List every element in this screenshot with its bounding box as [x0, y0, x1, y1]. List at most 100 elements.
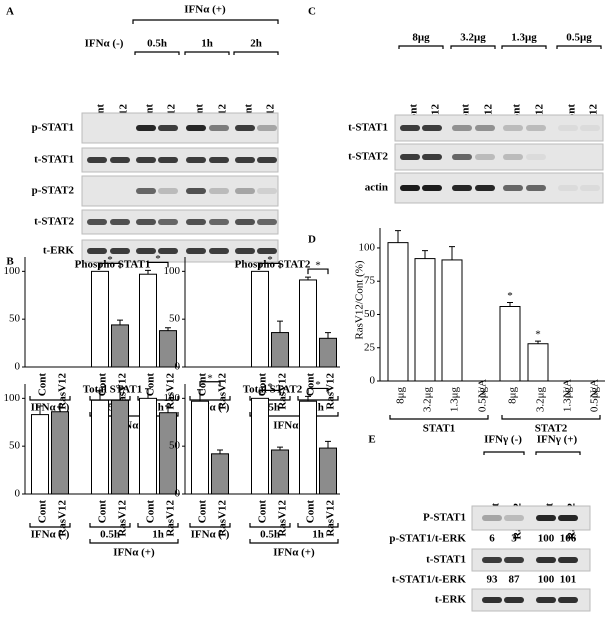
error-bar [117, 387, 123, 401]
bar [271, 332, 289, 368]
error-bar [145, 269, 151, 275]
error-bar [37, 405, 43, 415]
band [526, 185, 546, 191]
bar [441, 259, 463, 382]
bracket [137, 396, 179, 401]
ratio-value: 87 [509, 574, 521, 586]
bracket [249, 539, 339, 544]
panel-label: C [308, 6, 316, 18]
ratio-value: 3 [511, 533, 517, 545]
significance: * [315, 260, 321, 272]
bracket [249, 523, 291, 528]
band [136, 188, 156, 194]
value-label: N/A [477, 379, 489, 398]
bracket [134, 51, 180, 55]
error-bar [395, 230, 401, 243]
row-label: t-ERK [43, 245, 75, 257]
row-label: t-STAT2 [348, 151, 388, 163]
band [235, 248, 255, 254]
bracket [233, 51, 279, 55]
blot-strip [471, 588, 591, 612]
band [87, 219, 107, 225]
bar [191, 400, 209, 495]
bracket [501, 415, 601, 420]
group-label: 0.5h [260, 529, 280, 541]
band [558, 125, 578, 131]
band [558, 515, 578, 521]
band [186, 157, 206, 163]
group-label: IFNα (+) [113, 547, 155, 559]
condition: IFNα (+) [184, 4, 226, 16]
error-bar [97, 390, 103, 401]
band [558, 557, 578, 563]
x-tick-label: 0.5μg [589, 387, 601, 413]
band [536, 515, 556, 521]
y-tick-label: 0 [15, 488, 21, 500]
band [504, 515, 524, 521]
band [158, 188, 178, 194]
error-bar [277, 320, 283, 333]
x-tick-label: Cont [37, 500, 49, 524]
band [257, 125, 277, 131]
group-label: 1h [312, 529, 324, 541]
group-label: STAT1 [423, 423, 456, 435]
row-label: t-STAT2 [34, 216, 74, 228]
x-tick-label: 3.2μg [422, 387, 434, 413]
band [526, 154, 546, 160]
time: 1h [201, 38, 213, 50]
band [235, 188, 255, 194]
bracket [132, 19, 279, 24]
error-bar [217, 449, 223, 454]
x-tick-label: Cont [257, 500, 269, 524]
band [186, 219, 206, 225]
band [482, 597, 502, 603]
significance: * [267, 381, 273, 393]
band [136, 219, 156, 225]
bracket [199, 381, 221, 387]
bar [251, 270, 269, 368]
band [422, 154, 442, 160]
bracket [89, 412, 179, 417]
time: 2h [250, 38, 262, 50]
bracket [29, 523, 71, 528]
bar [527, 343, 549, 382]
band [452, 125, 472, 131]
x-tick-label: Cont [97, 500, 109, 524]
bar [299, 400, 317, 495]
bar [499, 305, 521, 382]
x-tick-label: 3.2μg [535, 387, 547, 413]
band [257, 219, 277, 225]
bracket [389, 415, 489, 420]
row-label: t-ERK [435, 594, 467, 606]
y-tick-label: 100 [164, 265, 181, 277]
bar [139, 397, 157, 495]
bracket [297, 523, 339, 528]
bracket [398, 45, 444, 49]
ratio-value: 93 [487, 574, 499, 586]
band [257, 188, 277, 194]
x-tick-label: Cont [197, 500, 209, 524]
band [186, 248, 206, 254]
band [482, 515, 502, 521]
error-bar [422, 250, 428, 259]
chart-title: Phospho STAT2 [235, 259, 311, 271]
y-tick-label: 75 [364, 275, 376, 287]
band [400, 125, 420, 131]
x-tick-label: 8μg [395, 387, 407, 404]
value-label: N/A [562, 379, 574, 398]
ratio-label: t-STAT1/t-ERK [392, 574, 467, 586]
y-tick-label: 100 [4, 392, 21, 404]
band [558, 185, 578, 191]
error-bar [197, 389, 203, 402]
band [158, 157, 178, 163]
error-bar [117, 319, 123, 325]
error-bar [145, 388, 151, 399]
error-bar [535, 340, 541, 344]
band [110, 157, 130, 163]
band [504, 597, 524, 603]
band [110, 248, 130, 254]
error-bar [325, 332, 331, 339]
bracket [307, 387, 329, 394]
y-tick-label: 0 [370, 375, 376, 387]
y-tick-label: 25 [364, 341, 376, 353]
